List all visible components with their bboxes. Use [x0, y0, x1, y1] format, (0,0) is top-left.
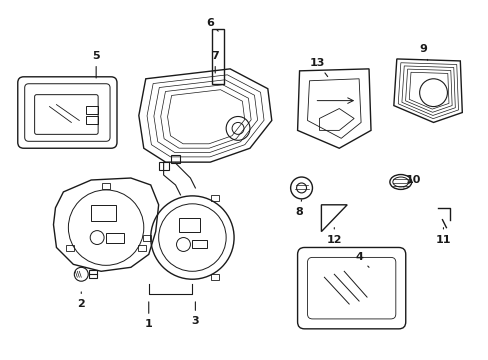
Text: 9: 9 — [419, 44, 427, 60]
Bar — [178, 218, 200, 231]
Bar — [106, 233, 123, 243]
Text: 4: 4 — [354, 252, 368, 267]
Bar — [170, 155, 180, 163]
Bar — [66, 246, 74, 251]
Text: 5: 5 — [92, 51, 100, 78]
Bar — [211, 195, 219, 201]
Text: 6: 6 — [206, 18, 218, 31]
Text: 3: 3 — [191, 302, 199, 326]
Text: 2: 2 — [77, 292, 85, 309]
Bar — [211, 274, 219, 280]
Text: 1: 1 — [144, 302, 152, 329]
Bar — [138, 246, 146, 251]
Bar — [89, 270, 97, 278]
Text: 13: 13 — [309, 58, 327, 77]
Bar — [142, 235, 150, 240]
Bar — [212, 29, 224, 84]
Text: 10: 10 — [403, 175, 421, 188]
Bar — [192, 239, 207, 248]
Bar — [91, 205, 116, 221]
Text: 11: 11 — [435, 228, 450, 244]
Bar — [86, 117, 98, 125]
Bar — [86, 105, 98, 113]
Bar — [158, 162, 168, 170]
Bar — [102, 183, 110, 189]
Text: 8: 8 — [295, 200, 303, 217]
Text: 12: 12 — [326, 228, 341, 244]
Text: 7: 7 — [211, 51, 219, 73]
